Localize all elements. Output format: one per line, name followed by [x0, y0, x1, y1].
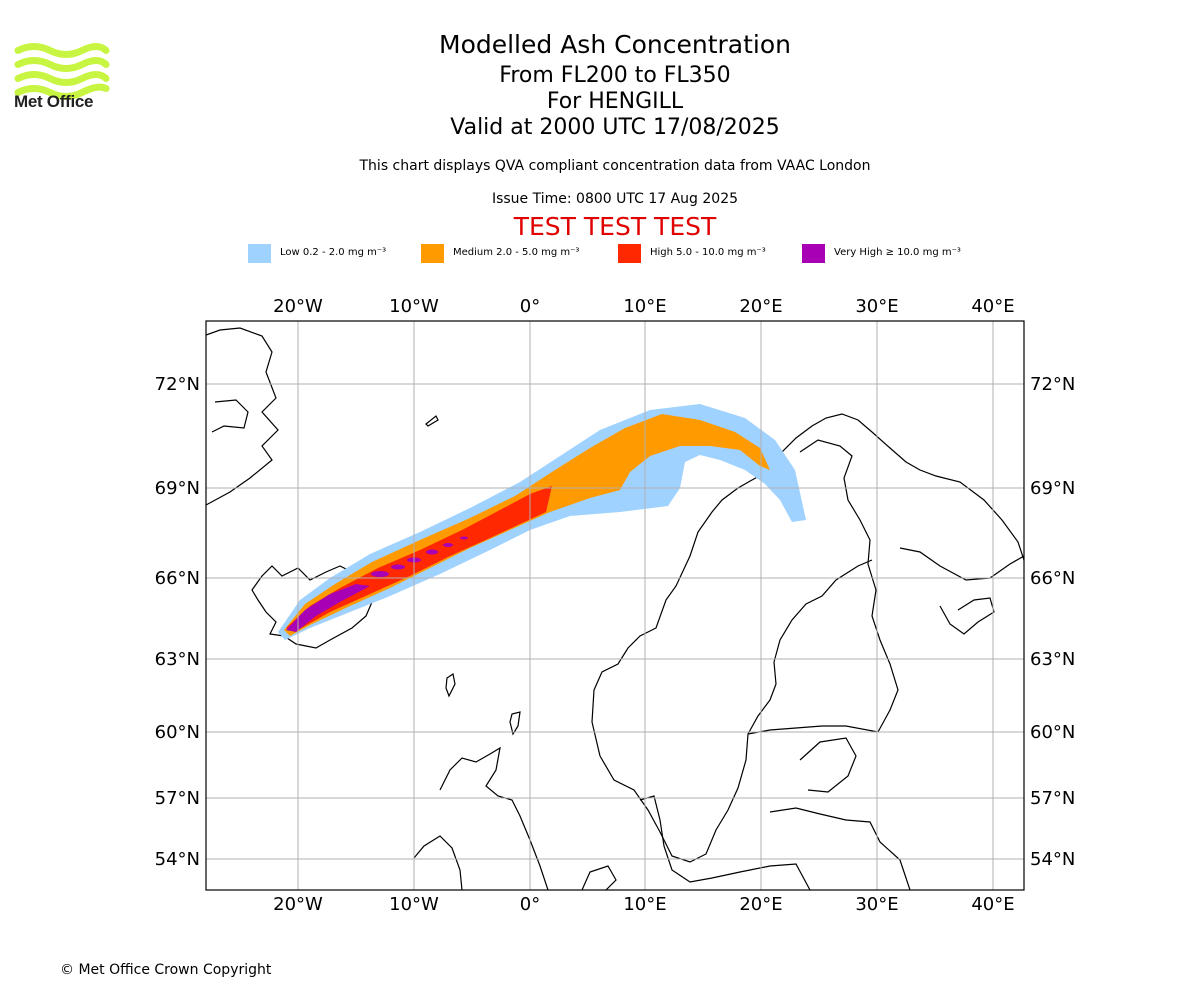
flight-level-range: From FL200 to FL350: [499, 63, 731, 88]
plume-very-high-spot: [460, 536, 468, 540]
plume-low: [278, 404, 806, 640]
legend-swatch-low: [248, 244, 271, 263]
lat-label-left: 57°N: [155, 788, 200, 809]
lat-label-right: 72°N: [1030, 374, 1075, 395]
legend-label-high: High 5.0 - 10.0 mg m⁻³: [650, 247, 766, 258]
lon-label-top: 30°E: [855, 296, 898, 317]
ash-plume: [278, 404, 806, 640]
met-office-logo-icon: [14, 43, 110, 100]
lat-label-right: 66°N: [1030, 568, 1075, 589]
lat-label-right: 54°N: [1030, 849, 1075, 870]
lat-label-left: 63°N: [155, 649, 200, 670]
lon-label-bottom: 10°W: [389, 894, 439, 915]
lat-label-right: 69°N: [1030, 478, 1075, 499]
lat-label-left: 54°N: [155, 849, 200, 870]
test-banner: TEST TEST TEST: [513, 212, 717, 241]
lon-label-top: 0°: [520, 296, 540, 317]
lon-label-bottom: 40°E: [971, 894, 1014, 915]
volcano-name: For HENGILL: [546, 89, 684, 114]
lat-label-left: 72°N: [155, 374, 200, 395]
logo-text: Met Office: [14, 92, 94, 111]
chart-title: Modelled Ash Concentration: [439, 30, 791, 59]
lon-label-bottom: 10°E: [623, 894, 666, 915]
legend-swatch-medium: [421, 244, 444, 263]
lon-label-bottom: 30°E: [855, 894, 898, 915]
compliance-note: This chart displays QVA compliant concen…: [359, 158, 871, 174]
issue-time: Issue Time: 0800 UTC 17 Aug 2025: [491, 191, 739, 207]
lat-label-right: 57°N: [1030, 788, 1075, 809]
plume-very-high-spot: [391, 564, 405, 570]
lat-label-left: 60°N: [155, 722, 200, 743]
lon-label-bottom: 20°E: [739, 894, 782, 915]
gridlines: [206, 321, 1024, 890]
lon-label-bottom: 0°: [520, 894, 540, 915]
lon-label-top: 10°W: [389, 296, 439, 317]
lon-label-top: 10°E: [623, 296, 666, 317]
legend-swatch-very-high: [802, 244, 825, 263]
lat-label-left: 69°N: [155, 478, 200, 499]
plume-very-high-spot: [371, 571, 389, 577]
lat-label-left: 66°N: [155, 568, 200, 589]
plume-medium: [284, 414, 770, 636]
legend-swatch-high: [618, 244, 641, 263]
lat-label-right: 60°N: [1030, 722, 1075, 743]
copyright-notice: © Met Office Crown Copyright: [60, 962, 272, 978]
lat-label-right: 63°N: [1030, 649, 1075, 670]
lon-label-top: 20°E: [739, 296, 782, 317]
legend-label-low: Low 0.2 - 2.0 mg m⁻³: [280, 247, 387, 258]
legend-label-very-high: Very High ≥ 10.0 mg m⁻³: [834, 247, 961, 258]
plume-very-high-spot: [426, 549, 438, 555]
lon-label-top: 40°E: [971, 296, 1014, 317]
map-frame: [205, 320, 1025, 891]
legend-label-medium: Medium 2.0 - 5.0 mg m⁻³: [453, 247, 580, 258]
valid-time: Valid at 2000 UTC 17/08/2025: [450, 115, 780, 140]
plume-very-high-spot: [443, 543, 453, 547]
lon-label-top: 20°W: [273, 296, 323, 317]
plume-very-high: [286, 584, 370, 632]
coastlines: [206, 327, 1024, 890]
lon-label-bottom: 20°W: [273, 894, 323, 915]
